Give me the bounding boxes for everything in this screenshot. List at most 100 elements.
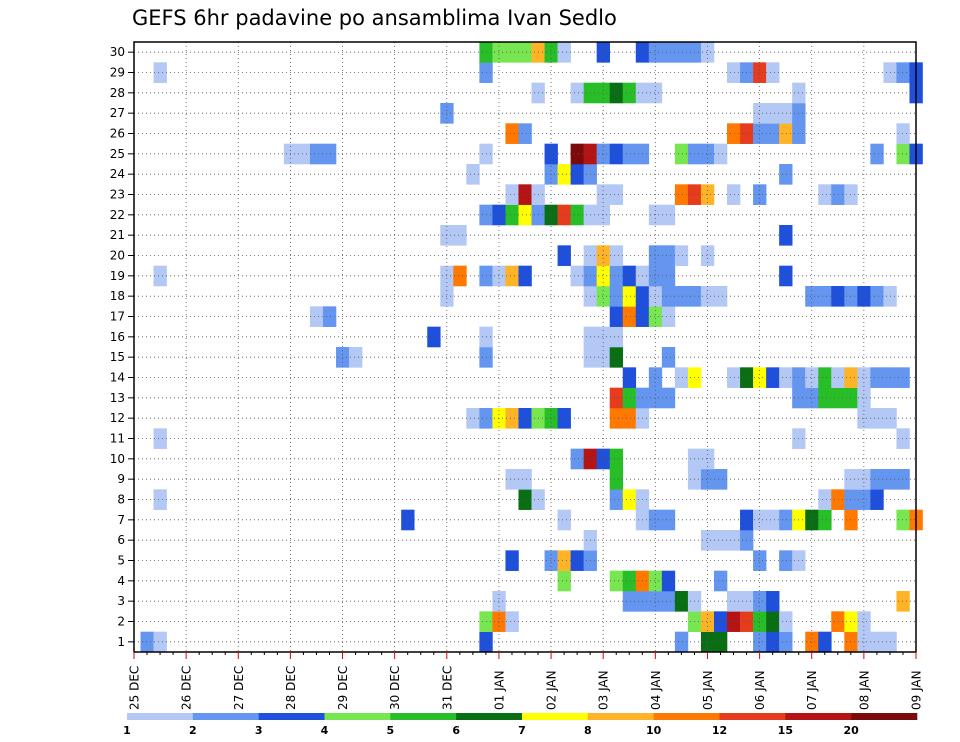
heatmap-cell [622, 286, 637, 307]
heatmap-cell [322, 306, 337, 327]
heatmap-cell [648, 286, 663, 307]
heatmap-cell [713, 530, 728, 551]
heatmap-cell [609, 469, 624, 490]
heatmap-cell [896, 469, 910, 490]
heatmap-cell [322, 143, 337, 165]
y-tick-label: 10 [110, 452, 125, 466]
heatmap-cell [674, 286, 689, 307]
x-tick-label: 06 JAN [753, 670, 767, 710]
colorbar-segment [522, 713, 589, 720]
heatmap-cell [570, 265, 584, 287]
x-tick-label: 30 DEC [388, 666, 402, 710]
heatmap-cell [661, 509, 676, 531]
heatmap-cell [505, 123, 519, 144]
heatmap-cell [857, 367, 871, 388]
x-tick-label: 25 DEC [128, 666, 142, 710]
colorbar-label: 1 [123, 724, 131, 737]
heatmap-cell [609, 326, 624, 348]
colorbar-label: 7 [518, 724, 526, 737]
heatmap-cell [661, 245, 676, 266]
heatmap-cell [674, 143, 689, 165]
y-tick-label: 15 [110, 350, 125, 364]
colorbar-segment [719, 713, 786, 720]
heatmap-cell [427, 326, 441, 348]
x-tick-label: 07 JAN [805, 670, 819, 710]
x-tick-label: 01 JAN [492, 670, 506, 710]
heatmap-cell [727, 62, 741, 83]
heatmap-cell [779, 164, 793, 185]
heatmap-cell [831, 184, 845, 205]
heatmap-cell [818, 387, 832, 409]
heatmap-cell [779, 225, 793, 246]
colorbar-label: 3 [255, 724, 263, 737]
colorbar-label: 8 [584, 724, 592, 737]
heatmap-cell [674, 245, 689, 266]
heatmap-cell [805, 367, 819, 388]
heatmap-cell [805, 631, 819, 653]
heatmap-cell [622, 489, 637, 510]
heatmap-cell [609, 448, 624, 470]
heatmap-cell [753, 631, 767, 653]
heatmap-cell [557, 164, 571, 185]
y-tick-label: 27 [110, 106, 125, 120]
x-tick-label: 03 JAN [597, 670, 611, 710]
y-tick-label: 11 [110, 432, 125, 446]
heatmap-cell [401, 509, 415, 531]
heatmap-cell [557, 245, 571, 266]
colorbar-segment [851, 713, 918, 720]
colorbar-segment [390, 713, 457, 720]
heatmap-cell [609, 387, 624, 409]
heatmap-cell [896, 123, 910, 144]
heatmap-cell [596, 82, 611, 104]
heatmap-cell [505, 408, 519, 429]
heatmap-cell [805, 286, 819, 307]
heatmap-cell [622, 570, 637, 592]
heatmap-cell [674, 367, 689, 388]
y-tick-label: 28 [110, 86, 125, 100]
heatmap-cell [557, 408, 571, 429]
heatmap-cell [153, 62, 167, 83]
heatmap-cell [622, 82, 637, 104]
heatmap-cell [309, 143, 324, 165]
y-tick-label: 24 [110, 167, 125, 181]
y-tick-label: 30 [110, 45, 125, 59]
colorbar-label: 5 [387, 724, 395, 737]
colorbar-label: 2 [189, 724, 197, 737]
heatmap-cell [870, 286, 884, 307]
colorbar-label: 15 [778, 724, 793, 737]
heatmap-cell [661, 204, 676, 226]
heatmap-cell [661, 570, 676, 592]
colorbar-label: 6 [452, 724, 460, 737]
heatmap-cell [857, 631, 871, 653]
heatmap-cell [466, 164, 480, 185]
heatmap-cell [766, 611, 780, 632]
heatmap-cell [857, 387, 871, 409]
heatmap-cell [779, 509, 793, 531]
heatmap-cell [609, 143, 624, 165]
x-tick-label: 26 DEC [180, 666, 194, 710]
heatmap-cell [492, 42, 506, 63]
heatmap-cell [805, 509, 819, 531]
heatmap-cell [609, 265, 624, 287]
y-tick-label: 18 [110, 289, 125, 303]
colorbar-segment [653, 713, 720, 720]
heatmap-cell [674, 184, 689, 205]
heatmap-cell [505, 469, 519, 490]
heatmap-cell [492, 591, 506, 612]
heatmap-cell [831, 489, 845, 510]
heatmap-cell [713, 570, 728, 592]
heatmap-cell [648, 82, 663, 104]
x-tick-label: 28 DEC [284, 666, 298, 710]
heatmap-cell [505, 611, 519, 632]
heatmap-cell [609, 347, 624, 368]
x-tick-label: 29 DEC [336, 666, 350, 710]
y-tick-label: 20 [110, 249, 125, 263]
heatmap-cell [896, 591, 910, 612]
heatmap-cell [753, 62, 767, 83]
heatmap-cell [674, 42, 689, 63]
heatmap-cell [518, 469, 532, 490]
heatmap-cell [648, 245, 663, 266]
heatmap-cell [648, 509, 663, 531]
heatmap-cell [818, 509, 832, 531]
heatmap-cell [596, 42, 611, 63]
